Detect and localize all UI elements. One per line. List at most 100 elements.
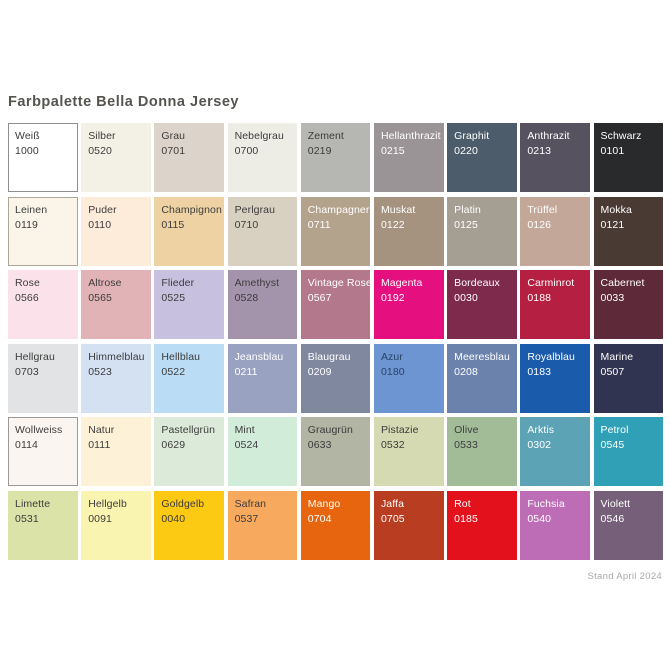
swatch-code: 0546 (600, 512, 625, 525)
swatch-name: Magenta (380, 277, 423, 289)
swatch-name: Perlgrau (234, 203, 276, 216)
color-swatch-marine: Marine 0507 (593, 343, 664, 413)
swatch-name: Muskat (380, 203, 416, 216)
swatch-name: Pistazie (380, 424, 419, 436)
swatch-name: Puder (88, 203, 117, 216)
color-swatch-puder: Puder 0110 (81, 196, 151, 266)
footer-date-stamp: Stand April 2024 (587, 571, 662, 582)
swatch-name: Pastellgrün (161, 424, 216, 436)
color-swatch-himmelblau: Himmelblau 0523 (81, 343, 151, 413)
color-swatch-silber: Silber 0520 (81, 123, 151, 192)
color-swatch-zement: Zement 0219 (300, 123, 371, 192)
color-swatch-meeresblau: Meeresblau 0208 (447, 343, 517, 413)
swatch-code: 0125 (454, 218, 478, 231)
swatch-name: Zement (307, 130, 344, 142)
swatch-code: 0213 (527, 145, 552, 157)
swatch-code: 0525 (161, 292, 186, 304)
color-swatch-hellblau: Hellblau 0522 (154, 343, 224, 413)
swatch-code: 0122 (380, 218, 405, 231)
color-swatch-weiß: Weiß 1000 (8, 123, 78, 192)
swatch-name: Amethyst (234, 277, 280, 289)
swatch-code: 0528 (234, 292, 259, 304)
swatch-name: Champignon (161, 203, 222, 216)
color-swatch-limette: Limette 0531 (8, 490, 78, 560)
swatch-name: Vintage Rose (307, 277, 372, 289)
swatch-name: Jaffa (380, 497, 405, 510)
swatch-name: Mango (307, 497, 341, 510)
swatch-name: Weiß (15, 130, 40, 142)
color-swatch-muskat: Muskat 0122 (373, 196, 444, 266)
swatch-code: 0701 (161, 145, 186, 157)
swatch-name: Trüffel (527, 203, 558, 216)
swatch-code: 0507 (600, 365, 625, 378)
swatch-code: 0540 (527, 512, 552, 525)
swatch-name: Mint (234, 424, 255, 436)
color-swatch-fuchsia: Fuchsia 0540 (520, 490, 590, 560)
swatch-name: Grau (161, 130, 186, 142)
swatch-name: Rot (454, 497, 471, 510)
color-swatch-hellgrau: Hellgrau 0703 (8, 343, 78, 413)
swatch-name: Violett (600, 497, 631, 510)
swatch-code: 0126 (527, 218, 552, 231)
swatch-name: Graugrün (307, 424, 353, 436)
swatch-name: Graphit (454, 130, 490, 142)
palette-grid: Weiß 1000 Silber 0520 Grau 0701 Nebelgrau 0700 Z… (8, 123, 664, 560)
color-swatch-jeansblau: Jeansblau 0211 (227, 343, 298, 413)
color-swatch-trüffel: Trüffel 0126 (520, 196, 590, 266)
swatch-code: 0192 (380, 292, 405, 304)
color-swatch-blaugrau: Blaugrau 0209 (300, 343, 371, 413)
color-swatch-wollweiss: Wollweiss 0114 (8, 417, 78, 486)
swatch-code: 0033 (600, 292, 625, 304)
swatch-code: 0566 (15, 292, 39, 304)
swatch-name: Schwarz (600, 130, 642, 142)
swatch-code: 0537 (234, 512, 259, 525)
swatch-code: 0524 (234, 439, 259, 451)
swatch-code: 0711 (307, 218, 331, 231)
swatch-name: Royalblau (527, 350, 575, 363)
swatch-code: 0710 (234, 218, 259, 231)
swatch-name: Wollweiss (15, 424, 63, 436)
swatch-code: 0114 (15, 439, 38, 451)
swatch-code: 0183 (527, 365, 552, 378)
color-swatch-pastellgrün: Pastellgrün 0629 (154, 417, 224, 486)
color-swatch-schwarz: Schwarz 0101 (593, 123, 664, 192)
swatch-code: 0119 (15, 218, 38, 231)
swatch-code: 0209 (307, 365, 332, 378)
swatch-code: 0302 (527, 439, 552, 451)
swatch-name: Rose (15, 277, 40, 289)
color-swatch-graphit: Graphit 0220 (447, 123, 517, 192)
swatch-code: 0704 (307, 512, 332, 525)
color-swatch-carminrot: Carminrot 0188 (520, 270, 590, 339)
swatch-code: 0211 (234, 365, 258, 378)
swatch-code: 0110 (88, 218, 112, 231)
color-swatch-rot: Rot 0185 (447, 490, 517, 560)
swatch-name: Himmelblau (88, 350, 145, 363)
swatch-code: 1000 (15, 145, 39, 157)
swatch-name: Goldgelb (161, 497, 205, 510)
swatch-code: 0030 (454, 292, 478, 304)
swatch-code: 0531 (15, 512, 39, 525)
color-swatch-hellgelb: Hellgelb 0091 (81, 490, 151, 560)
color-swatch-olive: Olive 0533 (447, 417, 517, 486)
swatch-name: Silber (88, 130, 116, 142)
color-swatch-mint: Mint 0524 (227, 417, 298, 486)
color-swatch-anthrazit: Anthrazit 0213 (520, 123, 590, 192)
swatch-code: 0185 (454, 512, 478, 525)
color-swatch-rose: Rose 0566 (8, 270, 78, 339)
swatch-code: 0188 (527, 292, 552, 304)
color-swatch-arktis: Arktis 0302 (520, 417, 590, 486)
swatch-code: 0121 (600, 218, 625, 231)
swatch-name: Olive (454, 424, 479, 436)
swatch-name: Bordeaux (454, 277, 500, 289)
swatch-code: 0565 (88, 292, 112, 304)
color-swatch-mokka: Mokka 0121 (593, 196, 664, 266)
swatch-name: Hellanthrazit (380, 130, 441, 142)
swatch-code: 0532 (380, 439, 405, 451)
color-swatch-petrol: Petrol 0545 (593, 417, 664, 486)
swatch-code: 0180 (380, 365, 405, 378)
color-swatch-jaffa: Jaffa 0705 (373, 490, 444, 560)
swatch-name: Hellgelb (88, 497, 127, 510)
swatch-code: 0629 (161, 439, 186, 451)
color-swatch-mango: Mango 0704 (300, 490, 371, 560)
